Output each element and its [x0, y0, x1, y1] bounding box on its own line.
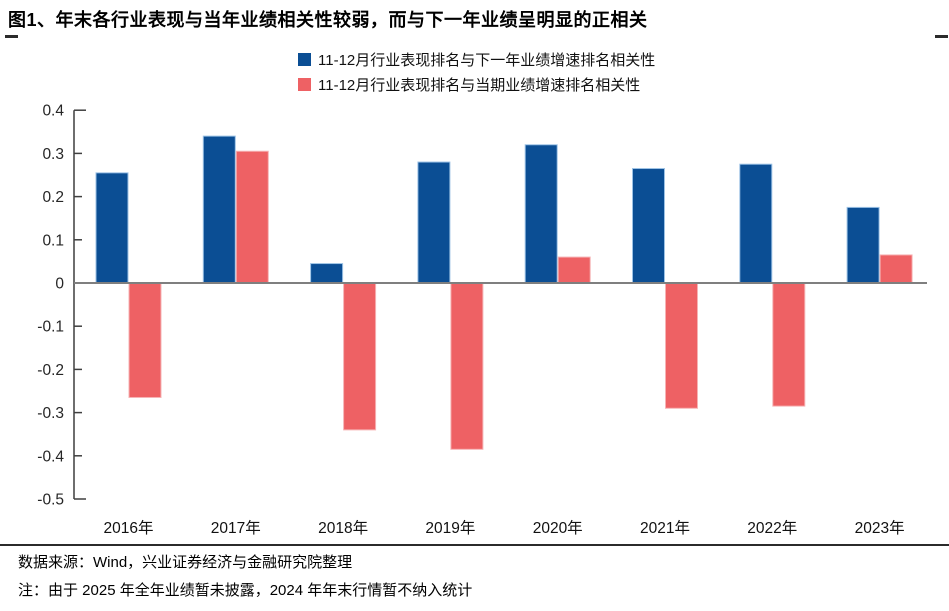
y-tick-label: -0.1 — [37, 319, 64, 336]
y-tick-label: -0.2 — [37, 362, 64, 379]
bar-2020年-series1 — [557, 256, 591, 284]
bar-2020年-series0 — [524, 144, 558, 284]
x-axis-label: 2021年 — [640, 519, 690, 537]
legend-label: 11-12月行业表现排名与下一年业绩增速排名相关性 — [318, 51, 656, 69]
bar-2017年-series1 — [235, 150, 269, 284]
x-axis-label: 2016年 — [104, 519, 154, 537]
bar-2021年-series0 — [632, 168, 665, 284]
y-tick-label: 0.4 — [42, 103, 64, 120]
y-tick-label: 0 — [55, 276, 64, 293]
footer-divider — [0, 544, 949, 546]
crop-mark-left — [5, 35, 18, 38]
legend-swatch-blue — [298, 52, 311, 66]
y-tick-label: 0.2 — [42, 189, 64, 206]
legend-item-next-year: 11-12月行业表现排名与下一年业绩增速排名相关性 — [298, 50, 656, 69]
crop-mark-right — [935, 35, 948, 38]
bar-2016年-series0 — [95, 172, 129, 284]
x-axis-label: 2019年 — [425, 519, 475, 537]
bar-2017年-series0 — [202, 135, 236, 284]
x-axis-label: 2020年 — [533, 519, 583, 537]
y-tick-label: 0.3 — [42, 146, 64, 163]
note-text: 注：由于 2025 年全年业绩暂未披露，2024 年年末行情暂不纳入统计 — [18, 582, 473, 599]
legend-swatch-red — [298, 77, 311, 91]
x-axis-label: 2022年 — [747, 519, 797, 537]
bar-2023年-series1 — [879, 254, 913, 284]
bar-2018年-series0 — [310, 263, 344, 284]
figure-title: 图1、年末各行业表现与当年业绩相关性较弱，而与下一年业绩呈明显的正相关 — [8, 10, 648, 30]
bar-2022年-series0 — [739, 163, 773, 284]
y-tick-label: -0.5 — [37, 492, 64, 509]
bar-2016年-series1 — [128, 282, 162, 398]
chart-legend: 11-12月行业表现排名与下一年业绩增速排名相关性 11-12月行业表现排名与当… — [298, 50, 655, 100]
y-tick-label: 0.1 — [42, 232, 64, 249]
x-axis-label: 2017年 — [211, 519, 261, 537]
x-axis-label: 2018年 — [318, 519, 368, 537]
legend-item-current-year: 11-12月行业表现排名与当期业绩增速排名相关性 — [298, 75, 655, 94]
bar-2023年-series0 — [846, 206, 880, 284]
bar-2019年-series1 — [450, 282, 484, 450]
x-axis-label: 2023年 — [855, 519, 905, 537]
bar-2022年-series1 — [772, 282, 806, 407]
legend-label: 11-12月行业表现排名与当期业绩增速排名相关性 — [318, 76, 641, 94]
bar-2018年-series1 — [343, 282, 377, 431]
y-tick-label: -0.4 — [37, 448, 64, 465]
bar-2021年-series1 — [665, 282, 698, 409]
bar-2019年-series0 — [417, 161, 451, 284]
data-source-text: 数据来源：Wind，兴业证券经济与金融研究院整理 — [18, 554, 353, 571]
y-tick-label: -0.3 — [37, 405, 64, 422]
